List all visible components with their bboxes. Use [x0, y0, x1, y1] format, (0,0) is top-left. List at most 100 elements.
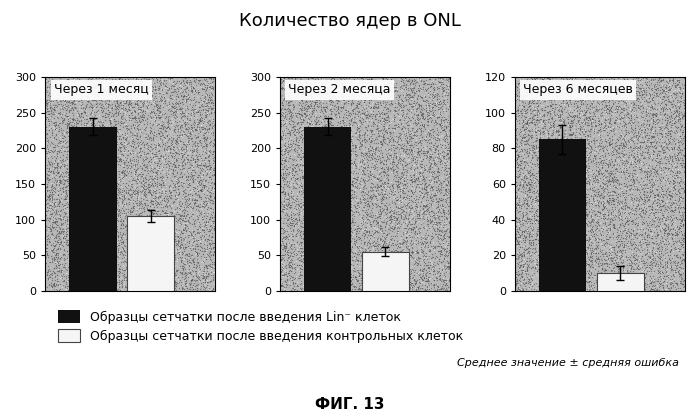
Point [322, 112, 333, 119]
Point [326, 261, 337, 268]
Point [662, 112, 673, 119]
Point [141, 263, 152, 270]
Point [341, 84, 352, 91]
Point [278, 198, 289, 205]
Point [294, 213, 305, 220]
Point [612, 256, 624, 263]
Point [110, 118, 121, 125]
Point [387, 129, 398, 136]
Point [573, 182, 584, 189]
Point [79, 77, 90, 84]
Point [71, 134, 82, 141]
Point [180, 176, 191, 182]
Point [57, 271, 69, 277]
Point [62, 155, 73, 162]
Point [440, 195, 451, 202]
Point [370, 140, 382, 146]
Point [630, 221, 641, 228]
Point [605, 201, 616, 207]
Point [295, 279, 307, 285]
Point [303, 202, 314, 209]
Point [403, 81, 414, 88]
Point [663, 151, 674, 158]
Point [304, 125, 315, 132]
Point [142, 284, 153, 290]
Point [183, 185, 195, 191]
Point [166, 152, 177, 159]
Point [409, 249, 420, 256]
Point [646, 207, 657, 214]
Point [442, 130, 453, 136]
Point [292, 93, 303, 100]
Point [173, 186, 184, 193]
Point [597, 265, 608, 272]
Point [537, 119, 548, 126]
Point [203, 124, 214, 131]
Point [356, 240, 367, 246]
Point [629, 156, 641, 162]
Point [398, 222, 409, 229]
Point [144, 74, 155, 81]
Point [643, 219, 654, 226]
Point [155, 81, 166, 87]
Point [586, 145, 597, 152]
Point [106, 213, 118, 220]
Point [589, 257, 601, 263]
Point [371, 76, 382, 83]
Point [312, 211, 323, 218]
Point [78, 115, 90, 121]
Point [667, 189, 678, 196]
Point [379, 272, 390, 278]
Point [50, 164, 61, 171]
Point [534, 267, 545, 274]
Point [48, 202, 60, 208]
Point [40, 167, 51, 173]
Point [531, 220, 542, 227]
Point [43, 238, 55, 244]
Point [525, 95, 536, 102]
Point [304, 191, 316, 198]
Point [113, 149, 124, 156]
Point [384, 139, 395, 146]
Point [186, 230, 197, 237]
Point [650, 169, 662, 176]
Point [356, 215, 368, 221]
Point [326, 76, 337, 82]
Point [100, 96, 111, 103]
Point [605, 246, 616, 253]
Point [645, 78, 656, 84]
Point [101, 163, 112, 170]
Point [79, 260, 90, 266]
Point [97, 234, 108, 240]
Point [305, 122, 316, 129]
Point [71, 188, 82, 194]
Point [361, 198, 372, 205]
Point [368, 227, 379, 234]
Point [376, 195, 387, 202]
Point [374, 148, 385, 155]
Point [410, 132, 421, 139]
Point [392, 144, 403, 151]
Point [390, 122, 401, 129]
Point [532, 179, 543, 186]
Point [565, 274, 576, 281]
Point [556, 207, 567, 213]
Point [543, 226, 554, 233]
Point [598, 145, 609, 151]
Point [358, 87, 369, 93]
Point [48, 85, 60, 92]
Point [290, 197, 301, 204]
Point [648, 243, 659, 250]
Point [423, 89, 434, 96]
Point [43, 79, 55, 86]
Point [287, 161, 298, 167]
Point [617, 129, 628, 136]
Point [112, 284, 123, 291]
Point [176, 120, 187, 127]
Point [589, 90, 601, 97]
Point [64, 230, 76, 237]
Point [61, 183, 72, 190]
Point [49, 203, 60, 209]
Point [573, 181, 584, 187]
Point [635, 124, 646, 131]
